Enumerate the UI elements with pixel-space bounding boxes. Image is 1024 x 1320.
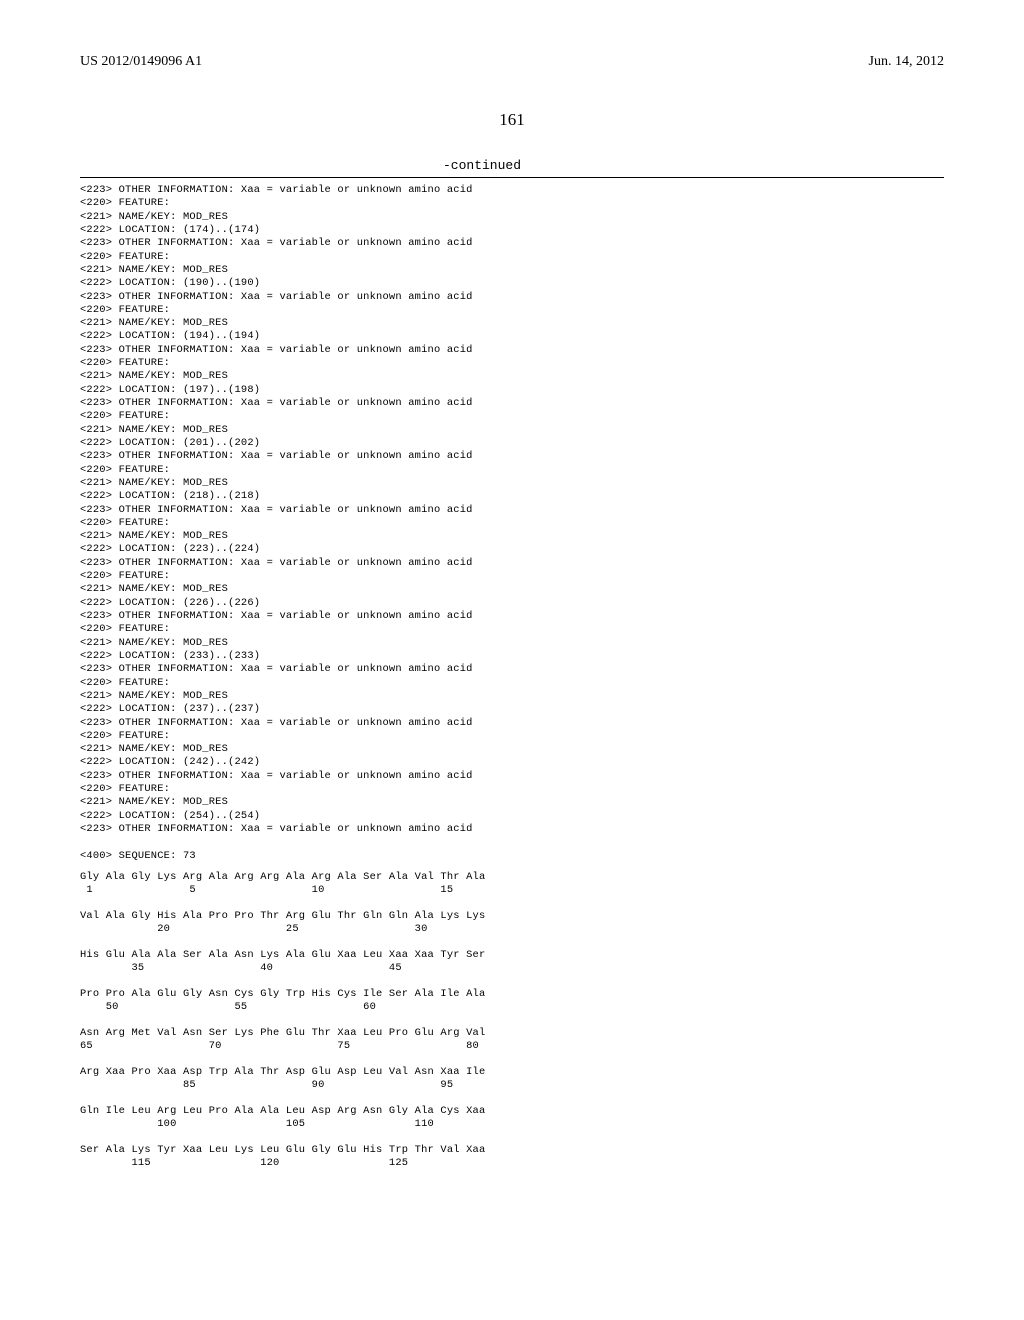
patent-page: US 2012/0149096 A1 Jun. 14, 2012 161 -co… xyxy=(0,0,1024,1320)
page-number: 161 xyxy=(80,110,944,130)
sequence-feature-listing: <223> OTHER INFORMATION: Xaa = variable … xyxy=(80,184,944,863)
sequence-block: Gly Ala Gly Lys Arg Ala Arg Arg Ala Arg … xyxy=(80,871,944,1170)
page-header: US 2012/0149096 A1 Jun. 14, 2012 xyxy=(80,54,944,70)
continued-label: -continued xyxy=(80,158,944,173)
top-rule xyxy=(80,177,944,178)
publication-date: Jun. 14, 2012 xyxy=(869,54,944,70)
publication-number: US 2012/0149096 A1 xyxy=(80,54,202,70)
